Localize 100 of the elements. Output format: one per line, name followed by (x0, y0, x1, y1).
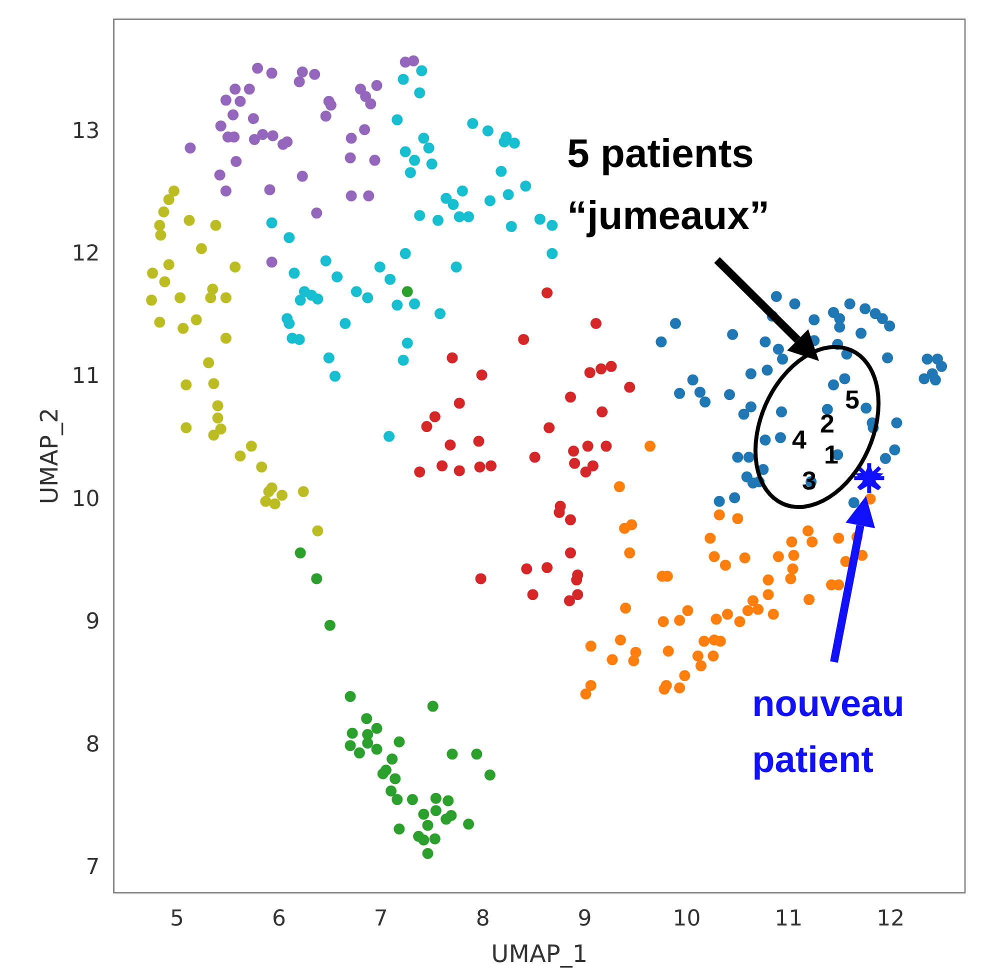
point (423, 142, 434, 154)
point (429, 833, 440, 844)
point (174, 292, 186, 304)
point (427, 700, 438, 712)
point (344, 690, 356, 702)
point (658, 616, 669, 628)
point (220, 185, 232, 196)
point (266, 68, 278, 79)
point (626, 519, 638, 530)
point (276, 490, 288, 501)
point (742, 605, 754, 616)
point (708, 551, 720, 562)
point (256, 462, 268, 473)
x-tick-label: 10 (672, 906, 701, 932)
x-tick-label: 6 (272, 906, 286, 932)
point (498, 136, 510, 148)
point (394, 736, 405, 748)
point (732, 513, 744, 524)
point (324, 620, 336, 631)
point (230, 84, 241, 95)
point (298, 486, 309, 498)
point (196, 243, 207, 254)
point (154, 316, 166, 328)
point (369, 154, 380, 166)
point (416, 65, 428, 76)
point (266, 217, 278, 228)
point (359, 124, 370, 136)
point (430, 805, 442, 816)
point (440, 192, 452, 204)
point (246, 440, 257, 452)
y-axis-title: UMAP_2 (36, 408, 64, 504)
point (572, 589, 584, 600)
point (430, 792, 442, 804)
point (203, 357, 214, 368)
point (248, 113, 259, 124)
point (400, 248, 411, 260)
point (257, 129, 268, 140)
point (311, 208, 322, 219)
point (580, 688, 592, 700)
point (408, 55, 419, 66)
point (434, 308, 446, 320)
point (392, 794, 403, 806)
point (662, 646, 674, 657)
point (506, 221, 517, 232)
point (208, 378, 220, 390)
point (159, 276, 170, 288)
point (527, 589, 538, 600)
point (264, 184, 276, 196)
point (296, 66, 308, 78)
point (624, 547, 636, 558)
point (772, 551, 784, 562)
point (614, 481, 625, 492)
point (294, 294, 306, 306)
point (215, 120, 226, 132)
point (362, 738, 374, 749)
point (436, 460, 448, 472)
point (180, 379, 192, 390)
x-tick-label: 8 (476, 906, 490, 932)
point (361, 713, 372, 724)
point (409, 154, 420, 166)
point (546, 248, 558, 260)
point (360, 91, 372, 102)
point (312, 293, 324, 304)
point (414, 87, 426, 98)
point (234, 96, 246, 107)
point (214, 170, 226, 181)
point (442, 795, 454, 806)
point (596, 363, 607, 374)
annotation: 1 (824, 439, 838, 470)
y-tick-label: 12 (72, 241, 100, 266)
y-tick-label: 7 (86, 854, 100, 880)
point (208, 430, 220, 441)
point (284, 318, 295, 329)
point (471, 748, 482, 760)
point (644, 440, 656, 452)
point (698, 636, 710, 647)
point (444, 439, 456, 450)
point (354, 747, 365, 758)
point (363, 190, 374, 202)
point (346, 132, 357, 144)
point (168, 185, 180, 196)
point (377, 768, 388, 780)
point (606, 360, 617, 372)
annotation: 4 (792, 424, 807, 454)
point (734, 616, 746, 628)
annotation: 5 (844, 384, 860, 414)
point (484, 195, 496, 206)
point (163, 194, 174, 206)
point (476, 370, 488, 381)
point (463, 211, 474, 222)
x-tick-label: 9 (578, 906, 592, 932)
point (210, 220, 222, 231)
point (600, 440, 612, 452)
point (394, 824, 405, 834)
point (418, 834, 430, 846)
point (421, 421, 432, 432)
point (762, 574, 774, 586)
point (350, 286, 362, 298)
point (569, 458, 580, 469)
point (529, 452, 540, 463)
